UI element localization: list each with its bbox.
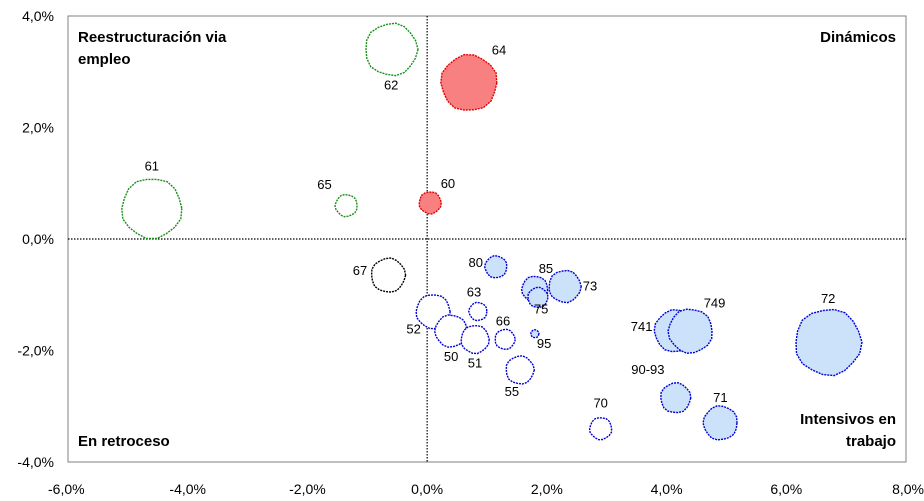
point-label-60: 60 [441, 176, 455, 191]
point-label-51: 51 [468, 355, 482, 370]
bubble-51 [460, 324, 490, 355]
bubble-73 [548, 269, 582, 304]
x-tick-label: 2,0% [531, 481, 563, 497]
point-labels: 61 62 64 65 60 67 80 85 73 75 63 52 66 95 50 51 55 741 749… [145, 43, 836, 411]
point-label-52: 52 [406, 322, 420, 337]
bubble-50 [433, 314, 468, 348]
quadrant-label-top-left: empleo [78, 51, 131, 68]
point-label-90-93: 90-93 [631, 362, 664, 377]
bubble-55 [505, 355, 536, 385]
quadrant-labels: Reestructuración via empleo Dinámicos En re… [78, 29, 896, 450]
bubble-60 [418, 191, 443, 215]
zero-axes [68, 16, 906, 462]
y-tick-label: 4,0% [22, 8, 54, 24]
point-label-61: 61 [145, 158, 159, 173]
point-label-63: 63 [467, 285, 481, 300]
point-label-73: 73 [583, 278, 597, 293]
point-label-55: 55 [505, 384, 519, 399]
bubble-70 [588, 417, 613, 441]
bubble-749 [667, 308, 713, 355]
point-label-66: 66 [496, 313, 510, 328]
y-tick-label: -4,0% [17, 454, 54, 470]
x-tick-label: 6,0% [770, 481, 802, 497]
bubble-95 [530, 329, 540, 339]
quadrant-label-top-right: Dinámicos [820, 29, 896, 46]
x-tick-label: 8,0% [892, 481, 924, 497]
x-tick-label: -6,0% [48, 481, 85, 497]
point-label-95: 95 [537, 336, 551, 351]
point-label-71: 71 [713, 390, 727, 405]
bubble-72 [795, 308, 863, 377]
bubble-80 [483, 254, 508, 279]
y-tick-label: 0,0% [22, 231, 54, 247]
y-axis-tick-labels: 4,0% 2,0% 0,0% -2,0% -4,0% [17, 8, 54, 470]
point-label-72: 72 [821, 291, 835, 306]
bubble-61 [121, 178, 183, 240]
point-label-64: 64 [492, 43, 506, 58]
bubble-67 [370, 257, 407, 293]
y-tick-label: 2,0% [22, 120, 54, 136]
bubble-71 [702, 404, 738, 441]
point-label-85: 85 [539, 261, 553, 276]
point-label-741: 741 [631, 319, 653, 334]
point-label-70: 70 [593, 396, 607, 411]
bubble-90-93 [660, 381, 692, 414]
point-label-62: 62 [384, 77, 398, 92]
quadrant-label-bottom-left: En retroceso [78, 433, 170, 450]
x-tick-label: -2,0% [289, 481, 326, 497]
quadrant-label-bottom-right: trabajo [846, 433, 896, 450]
point-label-65: 65 [317, 177, 331, 192]
x-tick-label: 4,0% [651, 481, 683, 497]
point-label-50: 50 [444, 349, 458, 364]
quadrant-label-bottom-right: Intensivos en [800, 411, 896, 428]
bubble-63 [468, 301, 488, 322]
point-label-749: 749 [704, 295, 726, 310]
point-label-67: 67 [353, 263, 367, 278]
bubble-62 [365, 22, 419, 77]
x-tick-label: -4,0% [169, 481, 206, 497]
bubble-65 [334, 193, 358, 218]
point-label-80: 80 [469, 255, 483, 270]
x-tick-label: 0,0% [411, 481, 443, 497]
bubble-64 [440, 53, 498, 111]
quadrant-label-top-left: Reestructuración via [78, 29, 227, 46]
x-axis-tick-labels: -6,0% -4,0% -2,0% 0,0% 2,0% 4,0% 6,0% 8,0% [48, 481, 924, 497]
point-label-75: 75 [534, 302, 548, 317]
y-tick-label: -2,0% [17, 343, 54, 359]
bubble-66 [494, 328, 517, 351]
bubbles [121, 22, 863, 441]
bubble-75 [527, 286, 549, 309]
